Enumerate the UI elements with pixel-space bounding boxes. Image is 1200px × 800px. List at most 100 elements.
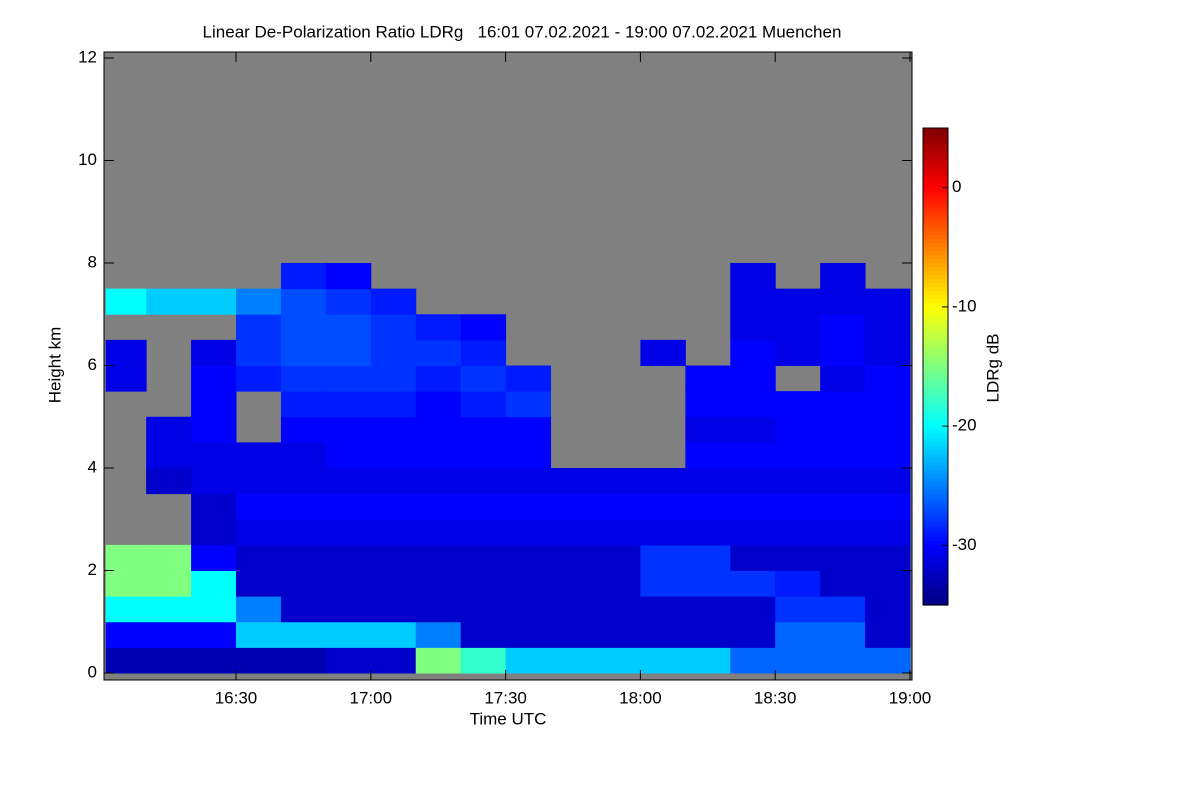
colorbar-frame xyxy=(922,127,949,606)
heatmap-cell xyxy=(460,519,507,546)
heatmap-cell xyxy=(730,544,776,571)
colorbar-segment xyxy=(923,485,948,491)
heatmap-cell xyxy=(325,647,372,674)
heatmap-cell xyxy=(595,468,641,495)
heatmap-cell xyxy=(820,288,866,315)
heatmap-cell xyxy=(775,570,821,597)
heatmap-cell xyxy=(146,596,192,623)
heatmap-cell xyxy=(280,570,327,597)
colorbar-segment xyxy=(923,378,948,383)
heatmap-cell xyxy=(370,596,417,623)
heatmap-cell xyxy=(730,416,776,443)
x-tick-label: 17:30 xyxy=(484,688,527,707)
heatmap-cell xyxy=(236,570,282,597)
heatmap-cell xyxy=(325,442,372,469)
colorbar-segment xyxy=(923,545,948,550)
heatmap-cell xyxy=(370,468,417,495)
heatmap-cell xyxy=(146,288,192,315)
heatmap-cell xyxy=(236,596,282,623)
colorbar-segment xyxy=(923,143,948,149)
heatmap-cell xyxy=(685,596,731,623)
heatmap-cell xyxy=(685,519,731,546)
colorbar-segment xyxy=(923,374,948,380)
heatmap-cell xyxy=(191,621,237,648)
colorbar-segment xyxy=(923,191,948,197)
colorbar-tick-label: -30 xyxy=(952,535,977,554)
heatmap-cell xyxy=(775,468,821,495)
heatmap-cell xyxy=(730,263,776,290)
heatmap-cell xyxy=(595,570,641,597)
colorbar-segment xyxy=(923,569,948,574)
colorbar-segment xyxy=(923,449,948,455)
colorbar-segment xyxy=(923,366,948,372)
heatmap-cell xyxy=(191,596,237,623)
colorbar-segment xyxy=(923,434,948,439)
colorbar-tick-label: -10 xyxy=(952,296,977,315)
heatmap-cell xyxy=(460,596,507,623)
heatmap-cell xyxy=(325,621,372,648)
colorbar-segment xyxy=(923,533,948,539)
heatmap-cell xyxy=(775,647,821,674)
heatmap-cell xyxy=(146,621,192,648)
heatmap-cell xyxy=(730,365,776,392)
heatmap-cell xyxy=(191,288,237,315)
heatmap-cell xyxy=(730,391,776,418)
heatmap-cell xyxy=(415,339,462,366)
x-tick-label: 16:30 xyxy=(215,688,258,707)
x-axis-label: Time UTC xyxy=(470,709,547,728)
heatmap-cell xyxy=(105,647,147,674)
heatmap-cell xyxy=(685,442,731,469)
heatmap-cell xyxy=(820,621,866,648)
heatmap-cell xyxy=(191,493,237,520)
heatmap-cell xyxy=(280,596,327,623)
heatmap-cell xyxy=(685,365,731,392)
heatmap-cell xyxy=(730,314,776,341)
colorbar-segment xyxy=(923,410,948,415)
heatmap-cell xyxy=(865,365,911,392)
heatmap-cell xyxy=(640,544,686,571)
colorbar-segment xyxy=(923,414,948,419)
colorbar-segment xyxy=(923,259,948,264)
y-tick-label: 0 xyxy=(88,662,97,681)
colorbar-segment xyxy=(923,314,948,320)
heatmap-cell xyxy=(820,416,866,443)
heatmap-cell xyxy=(595,621,641,648)
heatmap-cell xyxy=(370,314,417,341)
heatmap-cell xyxy=(730,468,776,495)
colorbar-segment xyxy=(923,131,948,137)
heatmap-cell xyxy=(820,263,866,290)
heatmap-cell xyxy=(550,519,596,546)
colorbar-segment xyxy=(923,418,948,423)
heatmap-cell xyxy=(865,339,911,366)
colorbar-segment xyxy=(923,227,948,232)
heatmap-cell xyxy=(865,596,911,623)
colorbar-segment xyxy=(923,267,948,272)
heatmap-cell xyxy=(325,519,372,546)
colorbar-segment xyxy=(923,155,948,161)
heatmap-cell xyxy=(280,519,327,546)
colorbar-segment xyxy=(923,525,948,531)
colorbar-segment xyxy=(923,593,948,598)
y-tick-label: 8 xyxy=(88,252,97,271)
heatmap-cell xyxy=(820,544,866,571)
x-tick-label: 18:00 xyxy=(619,688,662,707)
colorbar-segment xyxy=(923,573,948,578)
heatmap-cell xyxy=(370,442,417,469)
colorbar-segment xyxy=(923,318,948,324)
heatmap-cell xyxy=(325,570,372,597)
heatmap-cell xyxy=(280,442,327,469)
heatmap-cell xyxy=(640,339,686,366)
heatmap-cell xyxy=(730,621,776,648)
heatmap-cell xyxy=(325,493,372,520)
heatmap-cell xyxy=(865,314,911,341)
y-tick-label: 10 xyxy=(78,150,97,169)
colorbar-segment xyxy=(923,330,948,336)
heatmap-cell xyxy=(415,468,462,495)
heatmap-cell xyxy=(685,570,731,597)
heatmap-cell xyxy=(685,468,731,495)
heatmap-cell xyxy=(146,416,192,443)
colorbar-segment xyxy=(923,239,948,244)
colorbar-segment xyxy=(923,438,948,443)
heatmap-cell xyxy=(370,647,417,674)
heatmap-cell xyxy=(325,544,372,571)
